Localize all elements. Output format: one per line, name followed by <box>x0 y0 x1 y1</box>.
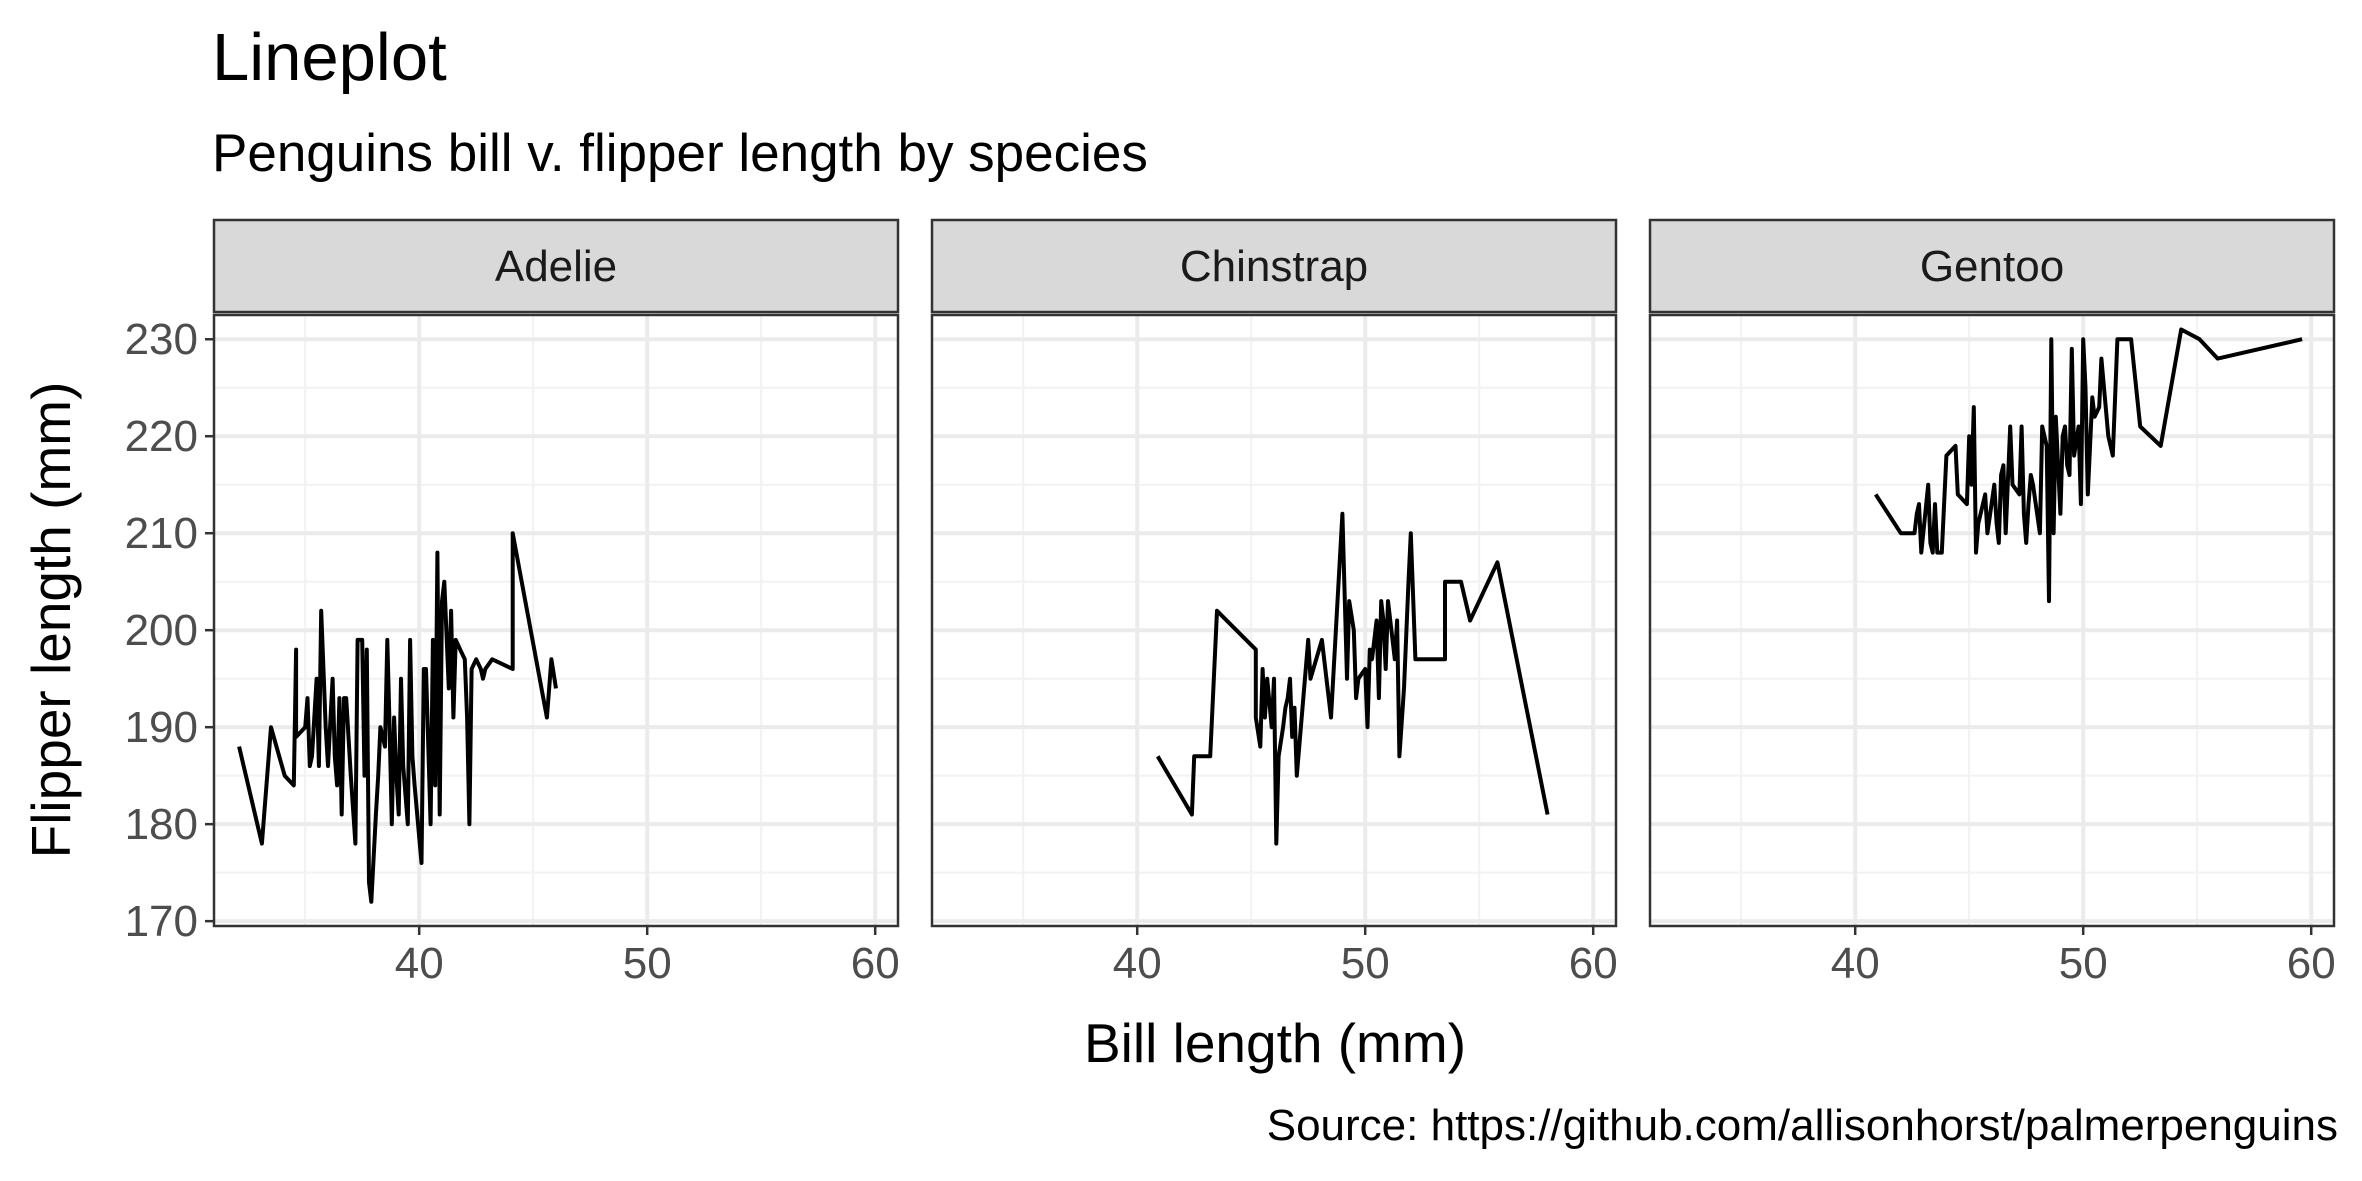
y-tick-label: 180 <box>125 800 198 849</box>
series-line-chinstrap <box>1155 511 1550 846</box>
x-tick-label: 60 <box>2287 939 2336 988</box>
y-tick-label: 220 <box>125 412 198 461</box>
facet-strip-label: Chinstrap <box>1180 242 1368 291</box>
x-tick-label: 40 <box>1113 939 1162 988</box>
panel-border <box>1648 313 2336 928</box>
panel-background <box>932 315 1616 926</box>
x-tick-label: 50 <box>1341 939 1390 988</box>
panel-background <box>1650 315 2334 926</box>
y-tick-label: 170 <box>125 897 198 946</box>
series-line-gentoo <box>1874 327 2303 604</box>
y-tick-label: 230 <box>125 315 198 364</box>
facet-strip <box>212 218 900 314</box>
facet-strip-label: Gentoo <box>1920 242 2064 291</box>
panel-border <box>212 313 900 928</box>
facet-panel-chinstrap: Chinstrap 40 50 60 <box>930 218 1618 988</box>
x-axis: 40 50 60 <box>1831 926 2336 988</box>
facet-strip <box>930 218 1618 314</box>
x-tick-label: 50 <box>2059 939 2108 988</box>
x-tick-label: 50 <box>623 939 672 988</box>
y-tick-label: 200 <box>125 606 198 655</box>
chart-title: Lineplot <box>212 20 447 95</box>
panel-border <box>930 313 1618 928</box>
panel-grid <box>214 315 898 926</box>
x-tick-label: 40 <box>1831 939 1880 988</box>
facet-strip <box>1648 218 2336 314</box>
facet-panel-gentoo: Gentoo 40 50 60 <box>1648 218 2336 988</box>
facet-panels: Adelie 40 50 60 Chinstrap 40 50 60 Gentoo 40 50 60 <box>212 218 2336 988</box>
y-axis: 170 180 190 200 210 220 230 <box>125 315 214 946</box>
chart-caption: Source: https://github.com/allisonhorst/… <box>1267 1101 2338 1150</box>
x-tick-label: 40 <box>395 939 444 988</box>
x-axis-title: Bill length (mm) <box>1084 1012 1466 1074</box>
y-tick-label: 190 <box>125 703 198 752</box>
panel-grid <box>1650 315 2334 926</box>
y-tick-label: 210 <box>125 509 198 558</box>
x-tick-label: 60 <box>1569 939 1618 988</box>
x-tick-label: 60 <box>851 939 900 988</box>
chart-subtitle: Penguins bill v. flipper length by speci… <box>212 124 1148 183</box>
facet-panel-adelie: Adelie 40 50 60 <box>212 218 900 988</box>
y-axis-title: Flipper length (mm) <box>20 382 82 859</box>
panel-background <box>214 315 898 926</box>
x-axis: 40 50 60 <box>395 926 900 988</box>
series-line-adelie <box>237 531 558 904</box>
x-axis: 40 50 60 <box>1113 926 1618 988</box>
facet-strip-label: Adelie <box>495 242 617 291</box>
